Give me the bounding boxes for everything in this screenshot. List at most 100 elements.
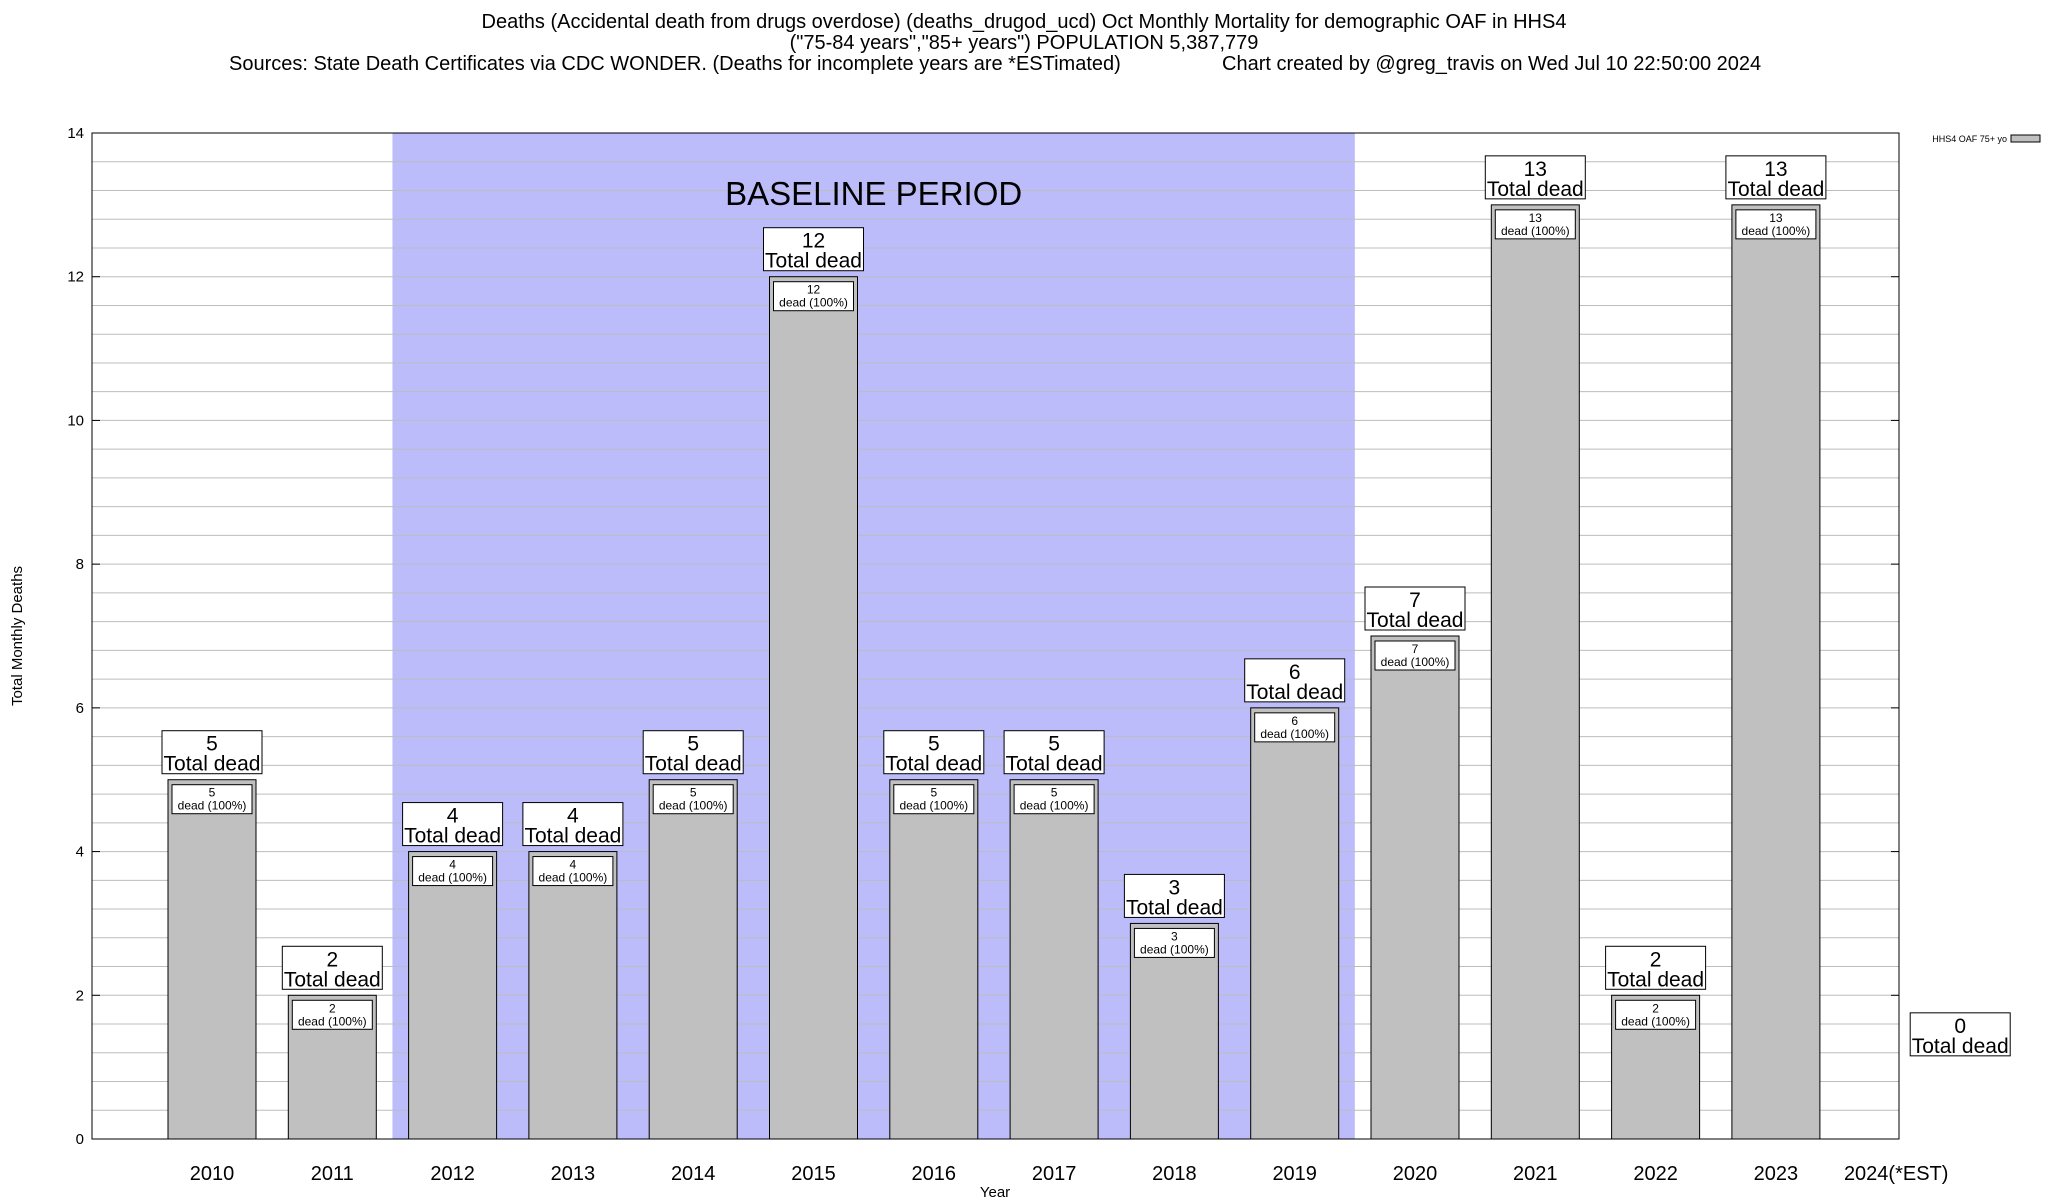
bar-2016 — [889, 779, 979, 1140]
total-label-value: 5 — [206, 733, 218, 756]
total-label-text: Total dead — [1607, 968, 1704, 991]
total-label-text: Total dead — [284, 968, 381, 991]
total-label-box — [522, 802, 624, 847]
inner-label-value: 5 — [690, 786, 697, 800]
y-tick-label: 2 — [76, 987, 84, 1004]
x-tick-label: 2016 — [912, 1163, 957, 1185]
bar-2019 — [1250, 707, 1340, 1140]
total-label-value: 5 — [1048, 733, 1060, 756]
baseline-period-label: BASELINE PERIOD — [725, 175, 1022, 212]
total-label-box — [642, 730, 744, 775]
x-tick-label: 2014 — [671, 1163, 716, 1185]
x-tick-label: 2017 — [1032, 1163, 1077, 1185]
inner-label-value: 5 — [930, 786, 937, 800]
total-label-text: Total dead — [524, 825, 621, 848]
bar-2023 — [1731, 204, 1821, 1140]
total-label-value: 12 — [802, 230, 825, 253]
total-label-box — [1123, 873, 1225, 918]
bar-2014 — [648, 779, 738, 1140]
total-label-text: Total dead — [1727, 178, 1824, 201]
x-tick-label: 2021 — [1513, 1163, 1558, 1185]
legend-label: HHS4 OAF 75+ yo — [1932, 134, 2007, 144]
total-label-box — [281, 945, 383, 990]
bar-2017 — [1009, 779, 1099, 1140]
x-tick-label: 2011 — [311, 1163, 354, 1185]
x-tick-label: 2010 — [190, 1163, 235, 1185]
inner-label-value: 5 — [209, 786, 216, 800]
bar-2021 — [1490, 204, 1580, 1140]
chart-title-line-2: ("75-84 years","85+ years") POPULATION 5… — [789, 32, 1259, 54]
total-label-box — [1364, 586, 1466, 631]
total-label-text: Total dead — [1367, 609, 1464, 632]
total-label-box — [402, 802, 504, 847]
inner-label-value: 13 — [1769, 211, 1783, 225]
bar-2020 — [1370, 635, 1460, 1140]
y-tick-label: 14 — [67, 125, 84, 142]
total-label-value: 6 — [1289, 661, 1301, 684]
inner-label-text: dead (100%) — [899, 799, 968, 813]
x-tick-label: 2019 — [1272, 1163, 1317, 1185]
total-label-box — [1909, 1012, 2011, 1057]
inner-label-text: dead (100%) — [1742, 224, 1811, 238]
inner-label-text: dead (100%) — [178, 799, 247, 813]
total-label-value: 2 — [1650, 948, 1662, 971]
inner-label-box — [893, 784, 975, 815]
inner-label-value: 4 — [449, 858, 456, 872]
y-tick-label: 4 — [76, 844, 84, 861]
total-label-box — [1605, 945, 1707, 990]
inner-label-value: 3 — [1171, 929, 1178, 943]
total-label-text: Total dead — [765, 250, 862, 273]
inner-label-value: 5 — [1051, 786, 1058, 800]
bar-2013 — [528, 851, 618, 1140]
total-label-text: Total dead — [1246, 681, 1343, 704]
inner-label-box — [1133, 927, 1215, 958]
total-label-text: Total dead — [885, 753, 982, 776]
bar-2018 — [1129, 922, 1219, 1140]
inner-label-text: dead (100%) — [1381, 655, 1450, 669]
x-tick-label: 2023 — [1754, 1163, 1799, 1185]
bar-2012 — [408, 851, 498, 1140]
total-label-value: 5 — [687, 733, 699, 756]
inner-label-box — [1494, 209, 1576, 240]
inner-label-box — [1254, 712, 1336, 743]
total-label-value: 2 — [326, 948, 338, 971]
inner-label-text: dead (100%) — [418, 871, 487, 885]
inner-label-text: dead (100%) — [1140, 942, 1209, 956]
y-tick-label: 8 — [76, 556, 84, 573]
inner-label-box — [652, 784, 734, 815]
inner-label-box — [1615, 999, 1697, 1030]
inner-label-value: 2 — [329, 1001, 336, 1015]
inner-label-text: dead (100%) — [1501, 224, 1570, 238]
inner-label-box — [532, 856, 614, 887]
chart-title-line-1: Deaths (Accidental death from drugs over… — [481, 11, 1567, 33]
x-tick-label: 2022 — [1633, 1163, 1678, 1185]
inner-label-box — [1735, 209, 1817, 240]
chart-title-block: Deaths (Accidental death from drugs over… — [0, 12, 2048, 54]
inner-label-box — [1374, 640, 1456, 671]
total-label-value: 4 — [447, 805, 459, 828]
y-axis-title: Total Monthly Deaths — [9, 566, 26, 706]
legend-swatch — [2010, 134, 2041, 143]
x-tick-label: 2024(*EST) — [1844, 1163, 1949, 1185]
inner-label-box — [412, 856, 494, 887]
total-label-text: Total dead — [645, 753, 742, 776]
x-axis-title: Year — [980, 1184, 1010, 1200]
inner-label-text: dead (100%) — [1260, 727, 1329, 741]
x-tick-label: 2013 — [551, 1163, 596, 1185]
total-label-text: Total dead — [1912, 1035, 2009, 1058]
inner-label-text: dead (100%) — [779, 296, 848, 310]
y-tick-label: 10 — [67, 412, 84, 429]
inner-label-value: 12 — [807, 283, 821, 297]
total-label-value: 3 — [1169, 876, 1181, 899]
inner-label-value: 7 — [1412, 642, 1419, 656]
total-label-box — [1244, 658, 1346, 703]
total-label-value: 4 — [567, 805, 579, 828]
y-tick-label: 12 — [67, 269, 84, 286]
total-label-value: 0 — [1954, 1015, 1966, 1038]
inner-label-value: 2 — [1652, 1001, 1659, 1015]
inner-label-text: dead (100%) — [1020, 799, 1089, 813]
x-tick-label: 2018 — [1152, 1163, 1197, 1185]
total-label-box — [1003, 730, 1105, 775]
inner-label-box — [773, 281, 854, 312]
